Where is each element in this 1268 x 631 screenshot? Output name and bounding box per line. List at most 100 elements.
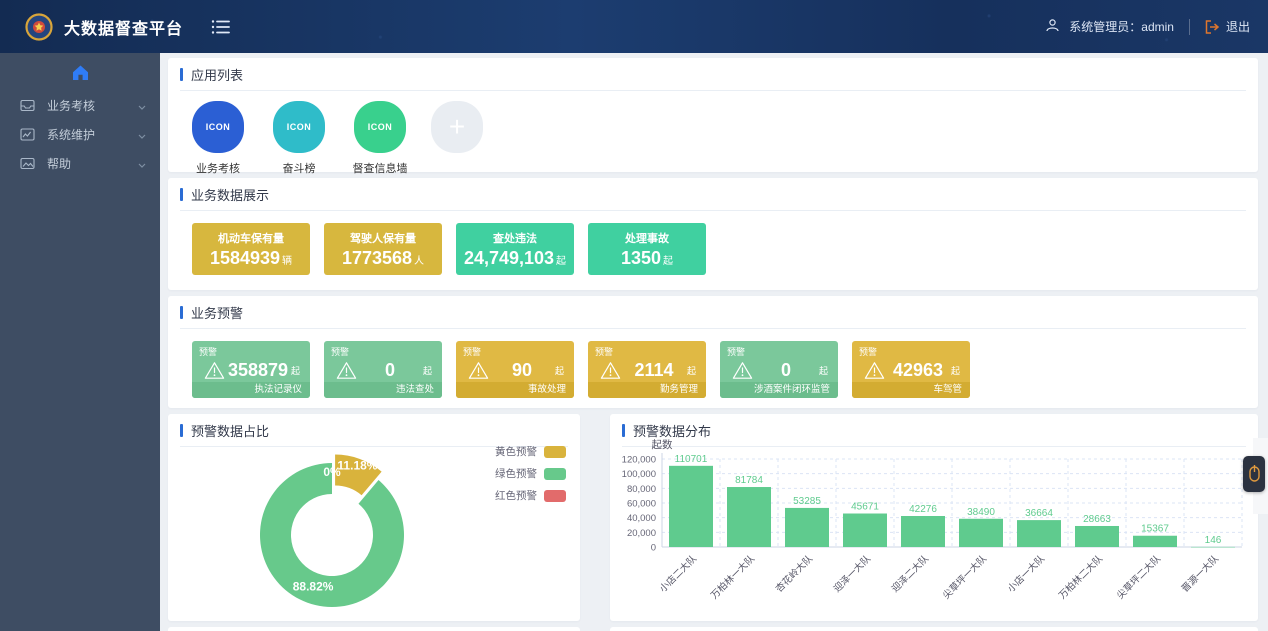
pie-legend: 黄色预警 绿色预警 红色预警 [495,444,566,510]
bar[interactable] [843,513,887,547]
sidebar-item-label: 系统维护 [47,128,96,142]
stat-label: 驾驶人保有量 [350,233,416,245]
bar-value-label: 28663 [1083,514,1111,525]
x-category-label: 迎泽一大队 [831,552,873,594]
sidebar-item-system-maintenance[interactable]: 系统维护 [0,120,160,149]
warning-category: 涉酒案件闭环监管 [720,382,838,398]
cutoff-panel [610,627,1258,631]
section-title-warning-distribution: 预警数据分布 [633,424,712,439]
app-icon[interactable]: ICON [192,101,244,153]
x-category-label: 尖草坪二大队 [1114,552,1163,601]
app-logo-badge-icon [24,12,54,42]
header-divider [1188,18,1190,35]
y-tick-label: 40,000 [627,513,656,524]
warning-distribution-panel: 预警数据分布 起数 120,000 100,000 80,000 60,000 40,00… [610,414,1258,621]
y-tick-label: 20,000 [627,528,656,539]
warning-count: 0 [384,359,395,380]
bar[interactable] [785,507,829,547]
bar[interactable] [901,515,945,547]
warning-category: 事故处理 [456,382,574,398]
x-category-label: 小店一大队 [1005,552,1047,594]
bar[interactable] [669,465,713,547]
section-title-app-list: 应用列表 [191,68,244,83]
sidebar-item-business-assessment[interactable]: 业务考核 [0,91,160,120]
bar[interactable] [727,487,771,547]
bar-value-label: 42276 [909,504,937,515]
bar-value-label: 146 [1205,535,1222,546]
warn-card-alcohol-cases: 预警 0 起涉酒案件闭环监管 [720,341,838,398]
legend-item-yellow-warning[interactable]: 黄色预警 [495,444,566,459]
section-accent-bar [180,68,183,81]
x-category-label: 小店二大队 [657,552,699,594]
donut-slice[interactable] [260,463,404,607]
warning-triangle-icon [336,361,357,379]
bar-value-label: 110701 [675,454,708,465]
section-accent-bar [180,188,183,201]
bar-value-label: 15367 [1141,524,1169,535]
warning-badge: 预警 [331,347,350,357]
app-icon[interactable]: ICON [354,101,406,153]
app-shortcut-striving-board[interactable]: ICON 奋斗榜 [269,101,329,176]
sidebar: 业务考核 系统维护 帮助 [0,53,160,631]
add-app-button[interactable]: + [431,101,483,153]
y-tick-label: 60,000 [627,499,656,510]
sidebar-item-help[interactable]: 帮助 [0,149,160,178]
legend-item-red-warning[interactable]: 红色预警 [495,488,566,503]
next-row-cutoff [168,627,1258,631]
y-axis-title: 起数 [652,438,673,451]
x-category-label: 万柏林二大队 [1056,552,1105,601]
donut-slice-label: 88.82% [293,580,334,594]
main-content: 应用列表 ICON 业务考核 ICON 奋斗榜 ICON 督查信息墙 + 业务数… [160,53,1268,631]
legend-item-green-warning[interactable]: 绿色预警 [495,466,566,481]
warning-unit: 起 [422,365,432,376]
menu-toggle-icon[interactable] [211,19,231,35]
warning-category: 车驾管 [852,382,970,398]
mouse-widget-button[interactable] [1243,456,1265,492]
app-shortcut-business-assessment[interactable]: ICON 业务考核 [188,101,248,176]
chevron-down-icon [138,128,146,142]
stat-value: 1584939 [209,248,281,268]
legend-swatch [544,445,566,458]
app-label: 督查信息墙 [352,163,408,175]
donut-slice[interactable] [335,454,382,496]
sidebar-home-button[interactable] [0,53,160,91]
warning-ratio-panel: 预警数据占比 黄色预警 绿色预警 红色预警 11.18% 88.82% 0% [168,414,580,621]
donut-chart: 11.18% 88.82% 0% [260,454,404,607]
warning-unit: 起 [950,365,960,376]
legend-label: 红色预警 [495,490,537,502]
section-title-business-warning: 业务预警 [191,306,244,321]
stat-unit: 辆 [282,256,293,267]
app-list-panel: 应用列表 ICON 业务考核 ICON 奋斗榜 ICON 督查信息墙 + [168,58,1258,175]
warning-unit: 起 [686,365,696,376]
sidebar-item-label: 帮助 [47,157,72,171]
donut-slice-label: 11.18% [337,459,377,473]
logout-button[interactable]: 退出 [1205,18,1250,35]
top-header: 大数据督查平台 系统管理员：admin 退出 [0,0,1268,53]
section-accent-bar [622,424,625,437]
stat-label: 机动车保有量 [218,233,284,245]
line-chart-icon [20,128,36,142]
app-shortcut-inspection-wall[interactable]: ICON 督查信息墙 [350,101,410,176]
y-tick-label: 80,000 [627,484,656,495]
stat-unit: 起 [663,256,674,267]
bar-chart: 起数 120,000 100,000 80,000 60,000 40,000 20,000… [622,438,1243,601]
bar[interactable] [1191,546,1235,548]
stat-unit: 起 [556,256,567,267]
warning-badge: 预警 [595,347,614,357]
stat-label: 处理事故 [625,233,669,245]
warn-card-vehicle-driver-mgmt: 预警 42963 起车驾管 [852,341,970,398]
stat-value: 1773568 [341,248,413,268]
app-icon[interactable]: ICON [273,101,325,153]
warning-count: 90 [511,359,532,380]
page-title: 大数据督查平台 [64,20,184,38]
bar[interactable] [1075,525,1119,547]
warning-category: 违法查处 [324,382,442,398]
bar[interactable] [1017,520,1061,547]
bar-value-label: 36664 [1025,508,1053,519]
business-data-panel: 业务数据展示 机动车保有量 1584939 辆 驾驶人保有量 1773568 人 查… [168,178,1258,290]
warning-triangle-icon [204,361,225,379]
app-label: 奋斗榜 [282,163,316,175]
bar[interactable] [1133,535,1177,547]
bar[interactable] [959,518,1003,547]
bar-value-label: 81784 [735,475,763,486]
